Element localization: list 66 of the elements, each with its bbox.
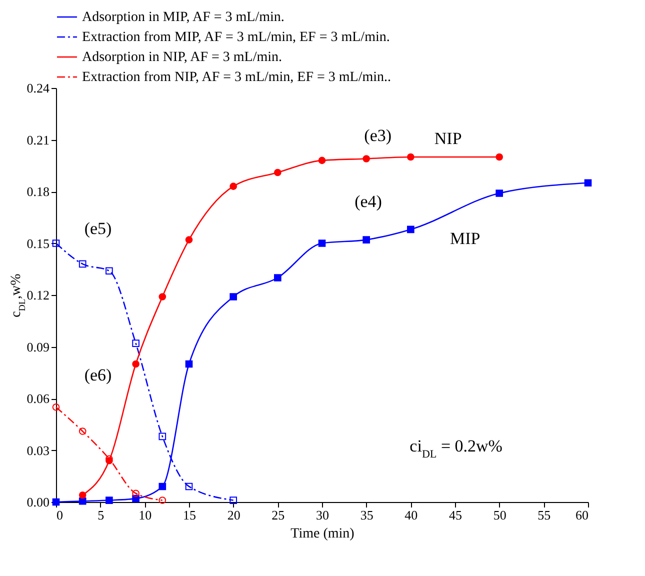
x-axis-title: Time (min) xyxy=(290,526,355,542)
x-tick-label: 10 xyxy=(138,508,152,522)
point xyxy=(158,482,166,490)
point xyxy=(318,156,326,164)
annotation: ci$_{DL}$ = 0.2w% xyxy=(410,436,502,461)
point xyxy=(52,403,60,411)
y-tick-label: 0.00 xyxy=(26,494,50,510)
point xyxy=(274,168,282,176)
annotation: (e4) xyxy=(354,192,382,211)
y-tick-label: 0.24 xyxy=(26,80,50,96)
point xyxy=(78,428,86,435)
point xyxy=(78,260,86,268)
point xyxy=(407,226,414,234)
annotation: NIP xyxy=(434,128,462,148)
x-tick-label: 20 xyxy=(227,508,240,522)
point xyxy=(185,360,193,368)
point xyxy=(158,496,166,504)
point xyxy=(584,179,592,187)
point xyxy=(496,190,503,197)
point xyxy=(230,496,237,504)
point xyxy=(274,274,282,282)
annotation: (e5) xyxy=(84,219,112,238)
point xyxy=(318,240,326,247)
x-tick-label: 25 xyxy=(272,508,285,522)
x-tick-label: 30 xyxy=(316,508,329,522)
y-tick-label: 0.12 xyxy=(26,288,50,302)
point xyxy=(158,293,166,300)
x-tick-label: 60 xyxy=(576,508,588,522)
point xyxy=(185,482,193,490)
point xyxy=(158,432,166,440)
y-tick-label: 0.15 xyxy=(26,236,50,251)
point xyxy=(230,182,237,190)
annotation: (e3) xyxy=(364,126,392,146)
point xyxy=(78,491,86,499)
y-tick-label: 0.18 xyxy=(26,184,50,199)
x-tick-label: 40 xyxy=(404,508,418,522)
x-tick-label: 35 xyxy=(360,508,374,522)
point xyxy=(407,153,414,161)
y-tick-label: 0.09 xyxy=(26,339,50,354)
point xyxy=(106,496,113,504)
point xyxy=(362,155,370,162)
point xyxy=(132,340,140,347)
x-tick-label: 15 xyxy=(183,508,196,522)
y-tick-label: 0.21 xyxy=(26,132,50,148)
x-tick-label: 50 xyxy=(493,508,506,522)
y-tick-label: 0.06 xyxy=(26,391,50,406)
annotation: (e6) xyxy=(84,365,112,384)
point xyxy=(78,497,86,505)
x-tick-label: 55 xyxy=(538,508,551,522)
x-tick-label: 5 xyxy=(98,508,104,522)
x-tick-label: 45 xyxy=(449,508,462,522)
point xyxy=(496,153,503,161)
x-tick-label: 0 xyxy=(56,508,63,522)
point xyxy=(132,490,140,498)
legend-label: Extraction from NIP, AF = 3 mL/min, EF = 3 mL/min.. xyxy=(82,70,392,85)
legend-label: Adsorption in NIP, AF = 3 mL/min. xyxy=(82,50,282,65)
point xyxy=(185,236,193,244)
legend-label: Extraction from MIP, AF = 3 mL/min, EF = 3 mL/min. xyxy=(82,30,390,45)
point xyxy=(362,236,370,244)
annotation: MIP xyxy=(450,229,480,248)
point xyxy=(132,360,140,368)
y-tick-label: 0.03 xyxy=(26,442,50,458)
point xyxy=(52,240,60,247)
point xyxy=(106,267,113,275)
legend-label: Adsorption in MIP, AF = 3 mL/min. xyxy=(82,10,284,25)
point xyxy=(230,293,237,300)
